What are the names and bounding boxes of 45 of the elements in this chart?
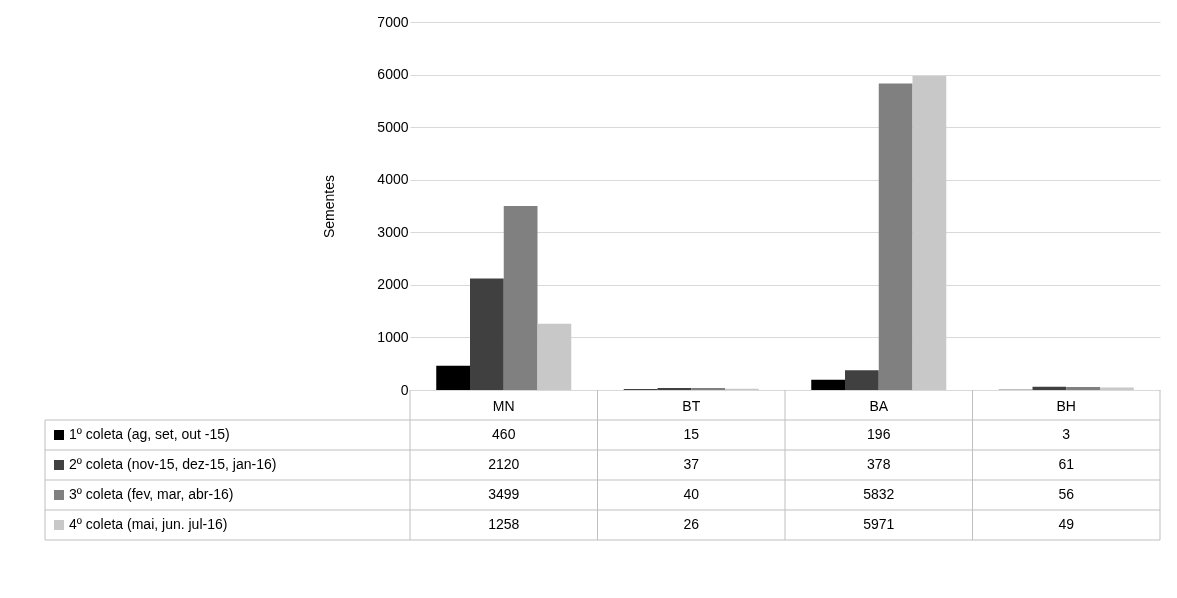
- y-tick-label: 4000: [377, 171, 409, 188]
- x-tick-label: BA: [869, 397, 889, 414]
- data-label: 5971: [863, 516, 895, 532]
- bar: [845, 370, 879, 390]
- legend-label: 3º coleta (fev, mar, abr-16): [69, 486, 234, 502]
- data-label: 3499: [488, 486, 520, 502]
- data-label: 40: [683, 486, 700, 502]
- y-axis-title: Sementes: [321, 174, 338, 239]
- data-label: 3: [1062, 426, 1071, 442]
- data-label: 5832: [863, 486, 895, 502]
- y-tick-label: 6000: [377, 66, 409, 83]
- x-tick-label: MN: [492, 397, 515, 414]
- bar: [811, 379, 845, 390]
- data-label: 460: [492, 426, 516, 442]
- legend-label: 4º coleta (mai, jun. jul-16): [69, 516, 228, 532]
- legend-label: 2º coleta (nov-15, dez-15, jan-16): [69, 456, 277, 472]
- data-label: 1258: [488, 516, 520, 532]
- legend-label: 1º coleta (ag, set, out -15): [69, 426, 230, 442]
- bar: [1100, 387, 1134, 390]
- y-tick-label: 3000: [377, 223, 409, 240]
- bar: [537, 323, 572, 390]
- y-tick-label: 1000: [377, 328, 409, 345]
- bar: [912, 76, 947, 390]
- y-tick-label: 2000: [377, 276, 409, 293]
- y-tick-label: 5000: [377, 118, 409, 135]
- data-label: 49: [1058, 516, 1075, 532]
- data-label: 196: [867, 426, 891, 442]
- bar: [503, 206, 538, 390]
- bar: [691, 387, 725, 390]
- bar: [436, 365, 470, 390]
- x-tick-label: BH: [1056, 397, 1076, 414]
- data-label: 37: [683, 456, 700, 472]
- data-label: 2120: [488, 456, 520, 472]
- bar: [1032, 386, 1067, 390]
- data-label: 61: [1058, 456, 1075, 472]
- data-label: 378: [867, 456, 891, 472]
- data-label: 56: [1058, 486, 1075, 502]
- bar: [470, 278, 504, 390]
- bar: [878, 83, 913, 390]
- data-label: 15: [683, 426, 700, 442]
- data-label: 26: [683, 516, 700, 532]
- x-tick-label: BT: [682, 397, 701, 414]
- bar: [1066, 387, 1100, 390]
- y-tick-label: 7000: [377, 13, 409, 30]
- y-tick-label: 0: [400, 381, 409, 398]
